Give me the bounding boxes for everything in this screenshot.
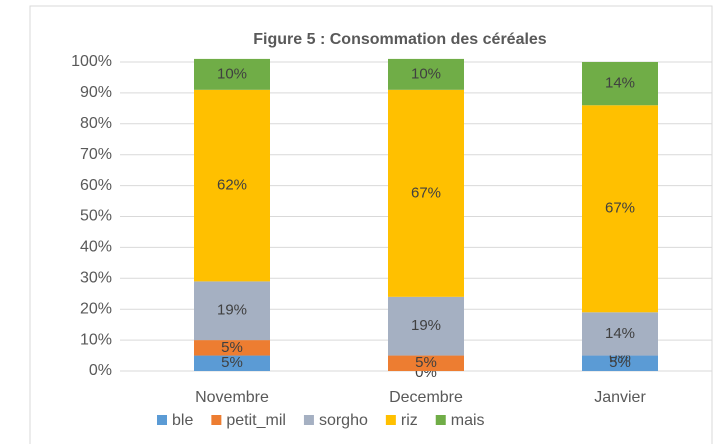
chart-title: Figure 5 : Consommation des céréales [253,31,547,48]
data-label: 10% [411,65,441,82]
data-label: 5% [609,354,631,371]
data-label: 10% [217,65,247,82]
bar-segment [582,105,658,313]
bar-segment [582,62,658,106]
legend-swatch [435,415,446,425]
legend-swatch [157,415,167,425]
y-tick-label: 100% [71,53,112,70]
y-tick-label: 90% [80,84,112,101]
data-label: 5% [221,339,243,356]
bar-segment [194,89,270,282]
bar-segment [194,281,270,341]
y-tick-label: 50% [80,208,112,225]
legend-label: petit_mil [226,412,286,429]
bar-segment [388,89,464,297]
y-tick-label: 80% [80,115,112,132]
bar-segment [582,355,658,371]
y-tick-label: 70% [80,146,112,163]
bar-segment [194,58,270,90]
x-tick-label: Janvier [594,389,646,406]
y-tick-label: 0% [89,362,112,379]
data-label: 62% [217,177,247,194]
data-label: 19% [411,317,441,334]
data-label: 5% [221,354,243,371]
data-label: 67% [411,184,441,201]
data-label: 14% [605,325,635,342]
y-tick-label: 40% [80,239,112,256]
bar-segment [388,296,464,356]
data-label: 19% [217,302,247,319]
x-tick-label: Decembre [389,389,463,406]
y-tick-label: 10% [80,331,112,348]
legend-swatch [303,415,314,425]
data-label: 5% [415,354,437,371]
bar-segment [194,355,270,371]
x-tick-label: Novembre [195,389,269,406]
bar-segment [388,58,464,90]
bar-segment [582,312,658,356]
legend-label: mais [451,412,485,429]
y-tick-label: 30% [80,270,112,287]
legend-swatch [211,415,222,425]
y-tick-label: 20% [80,300,112,317]
legend-label: ble [172,412,193,429]
data-label: 67% [605,200,635,217]
y-tick-label: 60% [80,177,112,194]
legend-label: sorgho [319,412,368,429]
bar-segment [194,340,270,356]
legend-label: riz [401,412,418,429]
bar-segment [388,355,464,371]
data-label: 14% [605,75,635,92]
legend-swatch [385,415,396,425]
